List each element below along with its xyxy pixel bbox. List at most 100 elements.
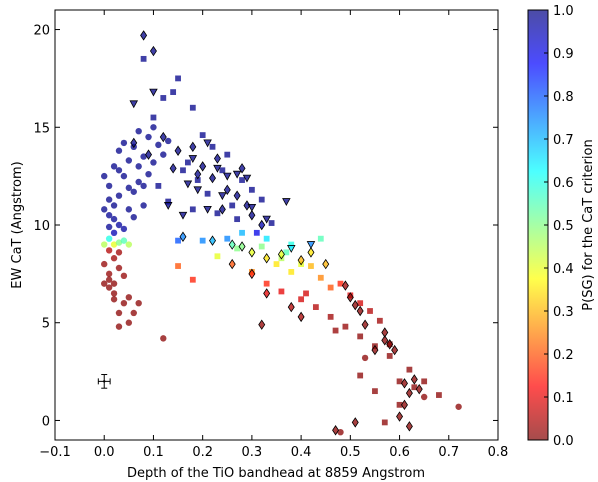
- data-point-triangle: [218, 192, 227, 201]
- data-point-diamond: [415, 383, 423, 395]
- data-point-circle: [101, 172, 108, 180]
- x-axis-label: Depth of the TiO bandhead at 8859 Angstr…: [127, 466, 425, 481]
- data-point-circle: [130, 309, 137, 317]
- data-point-circle: [115, 239, 123, 246]
- data-point-diamond: [346, 292, 354, 303]
- data-point-circle: [110, 163, 118, 170]
- data-point-circle: [120, 172, 128, 180]
- data-point-triangle: [282, 198, 291, 206]
- data-point-square: [372, 388, 378, 395]
- data-point-square: [342, 323, 349, 330]
- data-point-square: [199, 237, 206, 244]
- data-point-diamond: [243, 200, 251, 211]
- data-point-circle: [420, 393, 428, 401]
- data-point-circle: [165, 137, 172, 145]
- data-point-circle: [105, 270, 113, 278]
- data-point-square: [308, 263, 314, 269]
- colorbar-tick-label: 0.5: [553, 219, 574, 234]
- data-point-diamond: [248, 268, 256, 280]
- data-point-circle: [115, 309, 123, 317]
- data-point-diamond: [169, 163, 177, 174]
- data-point-diamond: [381, 335, 389, 346]
- y-axis: 0 5 10 15 20: [33, 24, 498, 429]
- data-point-diamond: [248, 247, 256, 258]
- colorbar-tick-label: 0.4: [553, 262, 574, 277]
- data-point-square: [288, 269, 295, 275]
- data-point-circle: [105, 182, 113, 190]
- x-tick-label: 0.7: [438, 445, 459, 460]
- data-point-circle: [140, 153, 147, 160]
- y-tick-label: 15: [33, 121, 50, 136]
- data-point-square: [239, 177, 245, 183]
- data-point-circle: [361, 354, 369, 362]
- data-point-circle: [125, 241, 133, 248]
- data-point-diamond: [287, 301, 295, 313]
- data-point-diamond: [322, 258, 330, 270]
- data-point-triangle: [232, 170, 242, 179]
- data-point-square: [273, 261, 280, 267]
- data-point-square: [229, 202, 236, 209]
- x-tick-label: 0.6: [389, 445, 410, 460]
- data-point-diamond: [209, 172, 216, 184]
- data-point-square: [239, 229, 245, 236]
- data-point-diamond: [228, 239, 236, 250]
- data-point-diamond: [145, 149, 153, 160]
- colorbar-tick-label: 0.2: [553, 348, 574, 363]
- data-point-circle: [120, 225, 128, 233]
- data-point-circle: [120, 272, 128, 280]
- data-point-square: [317, 274, 324, 281]
- data-point-circle: [115, 147, 123, 154]
- data-point-square: [234, 216, 241, 223]
- data-point-circle: [101, 206, 108, 213]
- data-point-circle: [110, 280, 118, 287]
- data-point-diamond: [386, 339, 394, 350]
- data-point-square: [224, 151, 231, 158]
- data-point-circle: [140, 202, 147, 209]
- colorbar-tick-label: 0.8: [553, 90, 574, 105]
- y-tick-label: 5: [42, 317, 50, 332]
- data-point-square: [381, 419, 388, 426]
- data-point-square: [253, 229, 260, 236]
- data-point-diamond: [159, 131, 167, 143]
- data-point-square: [263, 235, 270, 242]
- data-point-triangle: [203, 205, 212, 214]
- data-point-triangle: [193, 186, 203, 195]
- data-point-diamond: [277, 249, 285, 260]
- data-point-square: [357, 300, 364, 307]
- data-point-triangle: [163, 202, 173, 210]
- data-point-circle: [125, 206, 133, 213]
- colorbar-tick-label: 0.0: [553, 434, 574, 449]
- data-point-diamond: [371, 344, 379, 356]
- data-point-diamond: [174, 145, 182, 156]
- data-point-circle: [105, 235, 113, 242]
- data-point-square: [204, 190, 211, 197]
- x-tick-label: 0.0: [94, 445, 115, 460]
- data-point-circle: [105, 196, 113, 203]
- data-point-circle: [135, 127, 142, 135]
- data-point-square: [189, 104, 196, 111]
- data-point-circle: [125, 184, 133, 192]
- data-point-square: [165, 198, 172, 205]
- data-point-circle: [105, 223, 113, 231]
- data-point-triangle: [242, 174, 252, 183]
- data-point-circle: [160, 335, 167, 342]
- data-point-triangle: [247, 204, 257, 212]
- data-point-circle: [140, 182, 147, 190]
- data-point-diamond: [400, 378, 408, 389]
- data-point-circle: [101, 241, 108, 248]
- data-point-circle: [125, 319, 133, 326]
- data-point-diamond: [179, 231, 187, 242]
- data-point-square: [180, 167, 186, 174]
- data-point-circle: [155, 141, 162, 149]
- data-point-circle: [115, 323, 123, 330]
- data-point-square: [248, 186, 255, 193]
- colorbar-axis: 0.0 0.1 0.2 0.3 0.4 0.5 0.6 0.7 0.8 0.9 1.0: [544, 4, 574, 449]
- data-point-square: [421, 378, 428, 385]
- data-point-circle: [110, 215, 118, 223]
- data-point-circle: [130, 213, 137, 221]
- colorbar-label: P(SG) for the CaT criterion: [581, 139, 596, 310]
- data-point-diamond: [297, 311, 305, 323]
- data-point-square: [209, 143, 216, 150]
- error-bar-center: [103, 380, 106, 383]
- data-point-triangle: [262, 215, 271, 224]
